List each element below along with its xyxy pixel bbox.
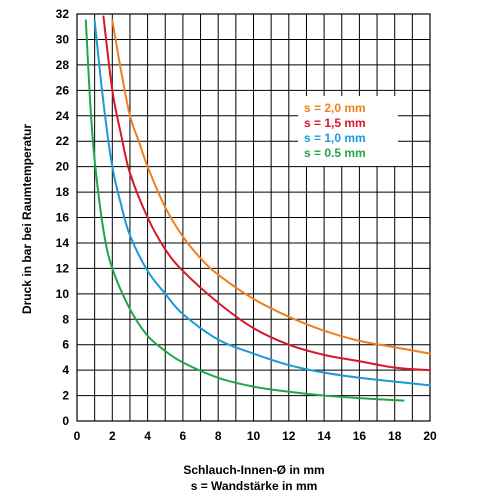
y-axis-title: Druck in bar bei Raumtemperatur bbox=[20, 124, 34, 314]
x-axis-subtitle: s = Wandstärke in mm bbox=[191, 479, 318, 493]
y-tick-label: 4 bbox=[62, 363, 69, 377]
legend-box bbox=[298, 96, 398, 166]
x-tick-label: 0 bbox=[74, 429, 81, 443]
y-tick-label: 22 bbox=[56, 134, 70, 148]
y-tick-label: 18 bbox=[56, 185, 70, 199]
x-tick-label: 14 bbox=[317, 429, 331, 443]
legend-entry: s = 1,5 mm bbox=[304, 116, 366, 130]
y-tick-label: 20 bbox=[56, 160, 70, 174]
y-tick-label: 32 bbox=[56, 7, 70, 21]
plot-area-border bbox=[76, 13, 431, 422]
y-tick-label: 10 bbox=[56, 287, 70, 301]
series-line-3 bbox=[93, 19, 431, 387]
x-tick-label: 12 bbox=[282, 429, 296, 443]
legend: s = 2,0 mms = 1,5 mms = 1,0 mms = 0.5 mm bbox=[298, 96, 398, 166]
grid bbox=[76, 13, 431, 422]
plot-frame bbox=[76, 13, 431, 422]
x-tick-label: 18 bbox=[388, 429, 402, 443]
series-lines bbox=[84, 15, 431, 402]
y-tick-label: 24 bbox=[56, 109, 70, 123]
y-tick-label: 14 bbox=[56, 236, 70, 250]
x-tick-label: 20 bbox=[423, 429, 437, 443]
x-tick-label: 4 bbox=[144, 429, 151, 443]
legend-entry: s = 0.5 mm bbox=[304, 146, 366, 160]
series-line-4 bbox=[84, 19, 405, 402]
y-tick-label: 26 bbox=[56, 83, 70, 97]
x-axis-ticks: 0 2 4 6 8 10 12 14 16 18 20 bbox=[74, 429, 437, 443]
legend-entry: s = 2,0 mm bbox=[304, 101, 366, 115]
x-tick-label: 10 bbox=[247, 429, 261, 443]
x-tick-label: 2 bbox=[109, 429, 116, 443]
x-tick-label: 16 bbox=[353, 429, 367, 443]
y-tick-label: 28 bbox=[56, 58, 70, 72]
x-tick-label: 6 bbox=[180, 429, 187, 443]
y-tick-label: 30 bbox=[56, 32, 70, 46]
y-tick-label: 16 bbox=[56, 211, 70, 225]
y-tick-label: 0 bbox=[62, 414, 69, 428]
y-tick-label: 8 bbox=[62, 312, 69, 326]
series-line-1 bbox=[111, 19, 431, 355]
legend-entry: s = 1,0 mm bbox=[304, 131, 366, 145]
y-tick-label: 6 bbox=[62, 338, 69, 352]
x-tick-label: 8 bbox=[215, 429, 222, 443]
y-tick-label: 2 bbox=[62, 389, 69, 403]
series-line-2 bbox=[102, 15, 431, 372]
x-axis-title: Schlauch-Innen-Ø in mm bbox=[183, 463, 324, 477]
y-tick-label: 12 bbox=[56, 261, 70, 275]
